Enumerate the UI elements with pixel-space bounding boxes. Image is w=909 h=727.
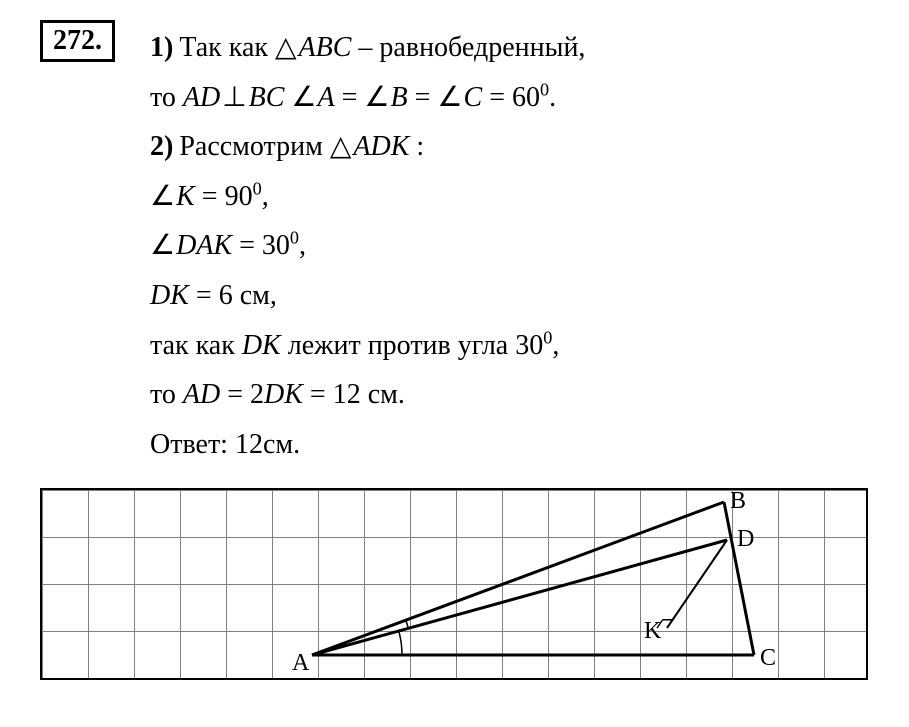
eq: = bbox=[335, 82, 365, 113]
deg: 0 bbox=[540, 79, 549, 99]
part1-line2: то AD⊥BC ∠A = ∠B = ∠C = 600. bbox=[150, 74, 869, 122]
part2-marker: 2) bbox=[150, 131, 173, 162]
eq: = 90 bbox=[195, 181, 253, 212]
vertex-k: K bbox=[644, 618, 661, 645]
vertex-c: C bbox=[760, 645, 776, 672]
txt: то bbox=[150, 82, 183, 113]
deg: 0 bbox=[543, 327, 552, 347]
part1-line1: 1)Так как △ABC – равнобедренный, bbox=[150, 24, 869, 72]
tri-abc: ABC bbox=[299, 32, 352, 63]
problem-number-box: 272. bbox=[40, 20, 115, 62]
dot: . bbox=[549, 82, 556, 113]
txt: : bbox=[409, 131, 424, 162]
ang-dak: DAK bbox=[176, 230, 232, 261]
vertex-b: B bbox=[730, 488, 746, 515]
problem-container: 272. 1)Так как △ABC – равнобедренный, то… bbox=[40, 20, 869, 468]
eq: = 12 см. bbox=[303, 379, 405, 410]
vertex-d: D bbox=[737, 526, 754, 553]
vertex-a: A bbox=[292, 650, 309, 677]
triangle-icon: △ bbox=[330, 123, 352, 171]
angle-icon: ∠ bbox=[150, 222, 175, 270]
angle-icon: ∠ bbox=[291, 74, 316, 122]
txt: Рассмотрим bbox=[179, 131, 330, 162]
ang-k: K bbox=[176, 181, 195, 212]
deg: 0 bbox=[290, 228, 299, 248]
part2-line5: так как DK лежит против угла 300, bbox=[150, 322, 869, 370]
seg-dk: DK bbox=[242, 330, 281, 361]
part2-line4: DK = 6 см, bbox=[150, 272, 869, 320]
eq: = 2 bbox=[220, 379, 264, 410]
spacer bbox=[284, 82, 291, 113]
seg-bc: BC bbox=[249, 82, 285, 113]
seg-ad: AD bbox=[183, 82, 220, 113]
txt: Так как bbox=[179, 32, 275, 63]
perp-icon: ⊥ bbox=[222, 82, 246, 113]
comma: , bbox=[299, 230, 306, 261]
txt: лежит против угла 30 bbox=[281, 330, 544, 361]
eq: = 6 см, bbox=[189, 280, 277, 311]
ang-c: C bbox=[464, 82, 483, 113]
answer-line: Ответ: 12см. bbox=[150, 421, 869, 469]
eq: = 30 bbox=[232, 230, 290, 261]
content: 1)Так как △ABC – равнобедренный, то AD⊥B… bbox=[40, 24, 869, 468]
seg-dk: DK bbox=[264, 379, 303, 410]
txt: – равнобедренный, bbox=[351, 32, 585, 63]
angle-icon: ∠ bbox=[437, 74, 462, 122]
comma: , bbox=[262, 181, 269, 212]
comma: , bbox=[552, 330, 559, 361]
angle-icon: ∠ bbox=[150, 173, 175, 221]
triangle-icon: △ bbox=[275, 24, 297, 72]
txt: то bbox=[150, 379, 183, 410]
part2-line3: ∠DAK = 300, bbox=[150, 222, 869, 270]
ang-a: A bbox=[317, 82, 334, 113]
eq: = bbox=[408, 82, 438, 113]
part2-line1: 2)Рассмотрим △ADK : bbox=[150, 123, 869, 171]
ang-b: B bbox=[391, 82, 408, 113]
part2-line2: ∠K = 900, bbox=[150, 173, 869, 221]
seg-ad: AD bbox=[183, 379, 220, 410]
tri-adk: ADK bbox=[353, 131, 409, 162]
angle-icon: ∠ bbox=[364, 74, 389, 122]
txt: так как bbox=[150, 330, 242, 361]
diagram-grid: A B C D K bbox=[40, 488, 868, 680]
part1-marker: 1) bbox=[150, 32, 173, 63]
diagram-svg bbox=[42, 490, 870, 682]
part2-line6: то AD = 2DK = 12 см. bbox=[150, 371, 869, 419]
deg: 0 bbox=[253, 178, 262, 198]
seg-dk: DK bbox=[150, 280, 189, 311]
eq60: = 60 bbox=[482, 82, 540, 113]
